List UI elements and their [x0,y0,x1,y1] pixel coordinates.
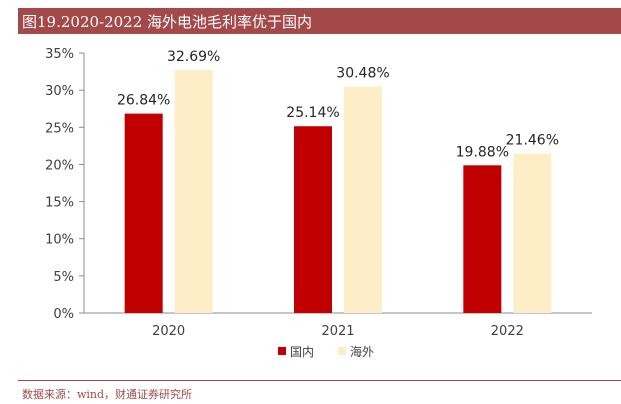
source-divider [18,380,621,381]
bar [124,113,163,313]
bar-data-label: 30.48% [336,66,389,82]
y-tick-label: 30% [45,84,74,99]
legend-label: 国内 [290,345,314,359]
y-tick-label: 35% [45,47,74,62]
source-note: 数据来源：wind，财通证券研究所 [22,388,193,401]
bar-data-label: 21.46% [506,133,559,149]
x-tick-label: 2022 [491,324,524,339]
y-tick-label: 25% [45,121,74,136]
y-tick-label: 20% [45,158,74,173]
y-tick-label: 10% [45,233,74,248]
title-bar: 图19.2020-2022 海外电池毛利率优于国内 [18,8,621,34]
legend-swatch [338,347,346,355]
bar [513,153,552,313]
x-tick-label: 2020 [152,324,185,339]
y-tick-label: 5% [53,270,74,285]
bar-data-label: 19.88% [456,144,509,160]
bar [463,165,502,313]
y-tick-label: 0% [53,307,74,322]
legend-swatch [278,347,286,355]
bar [174,70,213,313]
legend-label: 海外 [350,344,374,359]
bar-data-label: 25.14% [286,105,339,121]
y-tick-label: 15% [45,196,74,211]
bar-data-label: 26.84% [117,93,170,109]
x-tick-label: 2021 [321,324,354,339]
chart-title: 图19.2020-2022 海外电池毛利率优于国内 [22,13,313,31]
bar [344,86,382,313]
bar [294,126,332,313]
bar-data-label: 32.69% [167,49,220,65]
